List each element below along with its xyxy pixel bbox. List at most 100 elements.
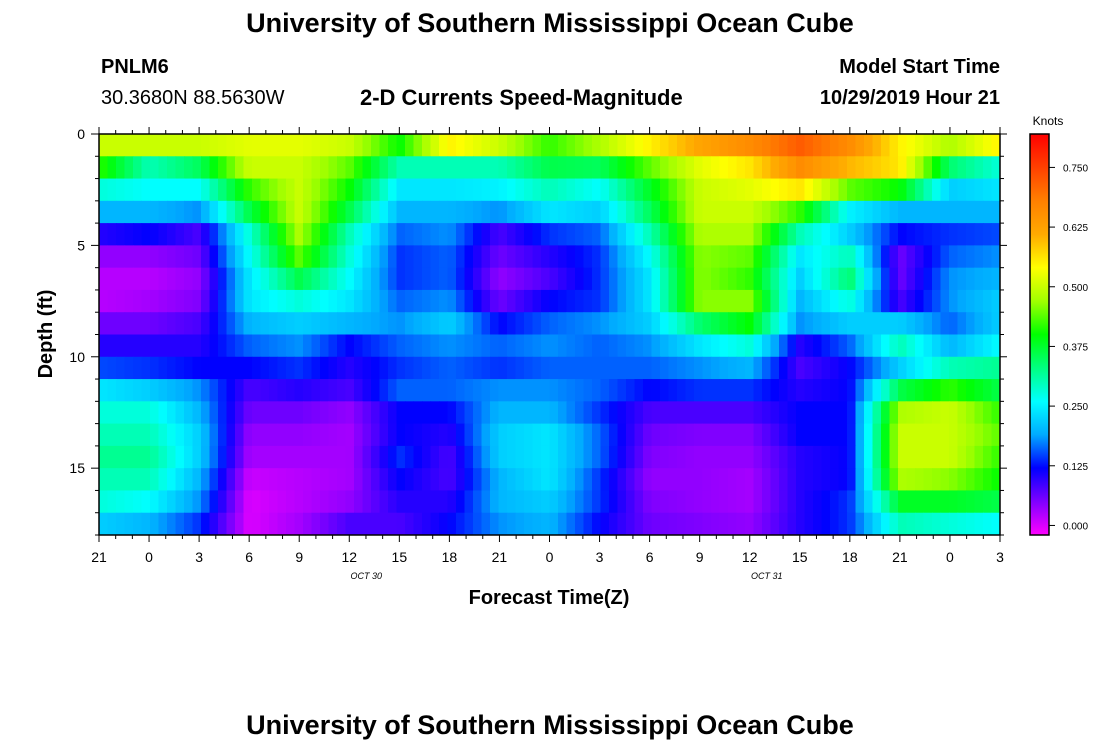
heatmap-cell <box>694 468 704 492</box>
heatmap-cell <box>515 445 525 469</box>
heatmap-cell <box>813 445 823 469</box>
heatmap-cell <box>558 445 568 469</box>
heatmap-cell <box>320 134 330 157</box>
heatmap-cell <box>796 245 806 269</box>
heatmap-cell <box>490 223 500 246</box>
heatmap-cell <box>201 379 211 402</box>
heatmap-cell <box>855 178 865 202</box>
heatmap-cell <box>439 200 449 224</box>
heatmap-cell <box>243 334 253 358</box>
heatmap-cell <box>651 401 661 425</box>
heatmap-cell <box>753 445 763 469</box>
heatmap-cell <box>235 267 245 291</box>
heatmap-cell <box>923 223 933 246</box>
heatmap-cell <box>881 289 891 313</box>
heatmap-cell <box>592 468 602 492</box>
heatmap-cell <box>541 156 551 180</box>
heatmap-cell <box>796 356 806 380</box>
heatmap-cell <box>218 178 228 202</box>
heatmap-cell <box>379 245 389 269</box>
heatmap-cell <box>668 223 678 246</box>
heatmap-cell <box>830 178 840 202</box>
heatmap-cell <box>660 267 670 291</box>
heatmap-cell <box>592 156 602 180</box>
heatmap-cell <box>158 512 168 535</box>
heatmap-cell <box>779 245 789 269</box>
heatmap-cell <box>949 334 959 358</box>
heatmap-cell <box>983 289 993 313</box>
y-tick-label: 10 <box>69 349 85 365</box>
heatmap-cell <box>575 245 585 269</box>
heatmap-cell <box>481 356 491 380</box>
heatmap-cell <box>388 200 398 224</box>
heatmap-cell <box>175 289 185 313</box>
heatmap-cell <box>294 267 304 291</box>
colorbar-tick-label: 0.250 <box>1063 402 1088 413</box>
heatmap-cell <box>269 356 279 380</box>
heatmap-cell <box>116 267 126 291</box>
heatmap-cell <box>490 156 500 180</box>
heatmap-cell <box>328 289 338 313</box>
heatmap-cell <box>872 156 882 180</box>
heatmap-cell <box>175 512 185 535</box>
heatmap-cell <box>226 356 236 380</box>
heatmap-cell <box>107 468 117 492</box>
heatmap-cell <box>303 445 313 469</box>
heatmap-cell <box>617 178 627 202</box>
heatmap-cell <box>660 178 670 202</box>
heatmap-cell <box>133 401 143 425</box>
heatmap-cell <box>787 379 797 402</box>
heatmap-cell <box>252 334 262 358</box>
heatmap-cell <box>430 156 440 180</box>
heatmap-cell <box>243 200 253 224</box>
heatmap-cell <box>269 134 279 157</box>
heatmap-cell <box>847 401 857 425</box>
heatmap-cell <box>949 312 959 336</box>
heatmap-cell <box>294 445 304 469</box>
heatmap-cell <box>328 245 338 269</box>
heatmap-cell <box>226 245 236 269</box>
heatmap-cell <box>566 312 576 336</box>
heatmap-cell <box>473 356 483 380</box>
heatmap-cell <box>983 334 993 358</box>
heatmap-cell <box>558 379 568 402</box>
x-tick-label: 18 <box>442 549 458 565</box>
heatmap-cell <box>898 200 908 224</box>
heatmap-cell <box>685 445 695 469</box>
heatmap-cell <box>966 401 976 425</box>
heatmap-cell <box>932 468 942 492</box>
heatmap-cell <box>107 490 117 514</box>
heatmap-cell <box>439 289 449 313</box>
heatmap-cell <box>303 312 313 336</box>
heatmap-cell <box>379 356 389 380</box>
heatmap-cell <box>345 267 355 291</box>
heatmap-cell <box>286 312 296 336</box>
heatmap-cell <box>617 134 627 157</box>
heatmap-cell <box>847 134 857 157</box>
heatmap-cell <box>558 512 568 535</box>
heatmap-cell <box>209 334 219 358</box>
heatmap-cell <box>702 223 712 246</box>
heatmap-cell <box>498 512 508 535</box>
heatmap-cell <box>133 223 143 246</box>
heatmap-cell <box>175 223 185 246</box>
heatmap-cell <box>269 178 279 202</box>
heatmap-cell <box>728 178 738 202</box>
heatmap-cell <box>643 423 653 447</box>
heatmap-cell <box>337 379 347 402</box>
heatmap-cell <box>413 267 423 291</box>
heatmap-cell <box>388 356 398 380</box>
heatmap-cell <box>345 289 355 313</box>
heatmap-cell <box>575 468 585 492</box>
heatmap-cell <box>524 401 534 425</box>
heatmap-cell <box>991 356 1000 380</box>
heatmap-cell <box>141 178 151 202</box>
heatmap-cell <box>184 289 194 313</box>
heatmap-cell <box>770 134 780 157</box>
heatmap-cell <box>804 178 814 202</box>
heatmap-cell <box>116 401 126 425</box>
heatmap-cell <box>362 134 372 157</box>
heatmap-cell <box>524 445 534 469</box>
heatmap-cell <box>583 289 593 313</box>
heatmap-cell <box>881 468 891 492</box>
